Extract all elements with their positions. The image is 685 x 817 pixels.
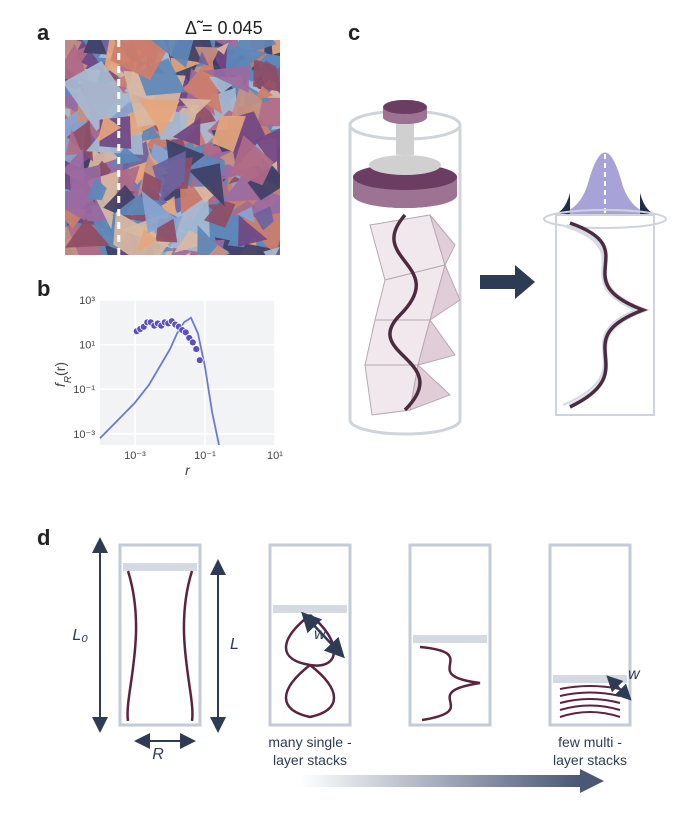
svg-text:fR(r): fR(r) (55, 362, 74, 387)
panel-label-c: c (348, 20, 360, 46)
panel-label-b: b (37, 276, 50, 302)
svg-text:10⁻³: 10⁻³ (73, 429, 95, 441)
svg-text:w: w (628, 666, 641, 683)
svg-text:10⁻¹: 10⁻¹ (194, 450, 216, 462)
panel-d-diagram: L₀ L Rw many single - layer stacks w few multi… (45, 525, 665, 805)
svg-text:w: w (314, 626, 327, 643)
svg-text:L₀: L₀ (72, 627, 88, 644)
svg-text:R: R (152, 746, 164, 763)
svg-text:many single -: many single - (268, 734, 352, 750)
panel-c-diagram (310, 65, 670, 445)
svg-text:layer stacks: layer stacks (273, 752, 347, 768)
panel-label-a: a (37, 20, 49, 46)
svg-text:10⁻¹: 10⁻¹ (73, 384, 95, 396)
svg-text:r: r (185, 462, 191, 478)
svg-text:L: L (230, 636, 239, 653)
figure-root: a b c d Δ̃ = 0.045 10⁻³10⁻¹10¹10⁻³10⁻¹10… (20, 20, 665, 797)
panel-a-shards (65, 40, 280, 255)
svg-text:10³: 10³ (79, 295, 95, 307)
svg-text:10¹: 10¹ (79, 340, 95, 352)
panel-b-plot: 10⁻³ 10⁻¹ 10¹ 10⁻³ 10⁻¹ 10¹ 10³ r fR(r) (55, 290, 295, 480)
svg-text:few multi -: few multi - (558, 734, 622, 750)
svg-text:10¹: 10¹ (267, 450, 283, 462)
svg-text:layer stacks: layer stacks (553, 752, 627, 768)
delta-label: Δ̃ = 0.045 (185, 18, 263, 39)
svg-text:10⁻³: 10⁻³ (124, 450, 146, 462)
